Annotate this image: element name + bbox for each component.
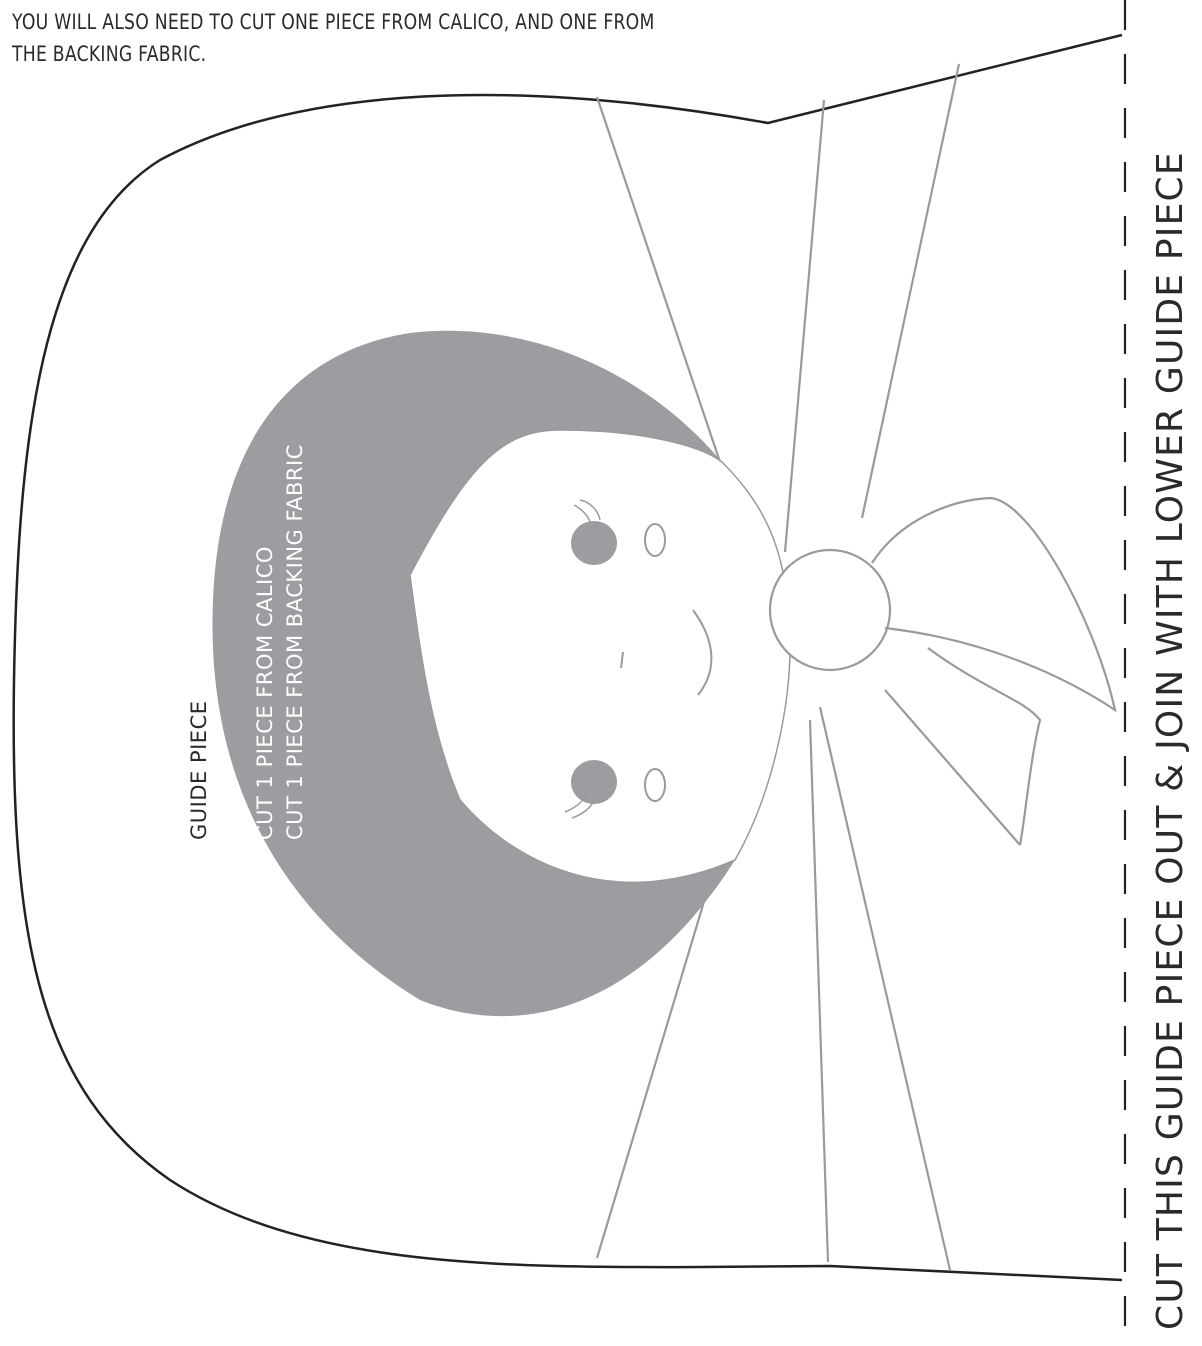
right-eye-highlight	[644, 768, 666, 802]
guide-line-5	[808, 719, 830, 1263]
guide-line-1	[595, 96, 722, 463]
intro-line-1: YOU WILL ALSO NEED TO CUT ONE PIECE FROM…	[12, 10, 655, 34]
guide-instruction-2: CUT 1 PIECE FROM BACKING FABRIC	[283, 444, 307, 840]
guide-line-3	[860, 63, 961, 519]
guide-line-7	[884, 689, 1021, 846]
guide-line-2	[783, 99, 826, 553]
left-eye-highlight	[644, 523, 666, 557]
left-eye	[571, 521, 617, 565]
mouth	[692, 609, 713, 696]
intro-line-2: THE BACKING FABRIC.	[12, 42, 207, 66]
ribbon-petal-upper	[871, 496, 1117, 713]
guide-line-4	[595, 834, 726, 1259]
bun-circle	[768, 548, 892, 672]
right-eye	[571, 760, 617, 804]
guide-instruction-1: CUT 1 PIECE FROM CALICO	[253, 546, 277, 840]
intro-text: YOU WILL ALSO NEED TO CUT ONE PIECE FROM…	[12, 6, 717, 70]
guide-lines	[595, 63, 1021, 1271]
cut-line-label: CUT THIS GUIDE PIECE OUT & JOIN WITH LOW…	[1150, 151, 1191, 1330]
guide-line-6	[818, 706, 952, 1271]
ribbon-petal-lower	[927, 647, 1042, 846]
nose	[620, 651, 624, 669]
guide-piece-outline	[12, 33, 1123, 1282]
eyelashes	[564, 499, 601, 819]
guide-piece-title: GUIDE PIECE	[187, 700, 211, 840]
